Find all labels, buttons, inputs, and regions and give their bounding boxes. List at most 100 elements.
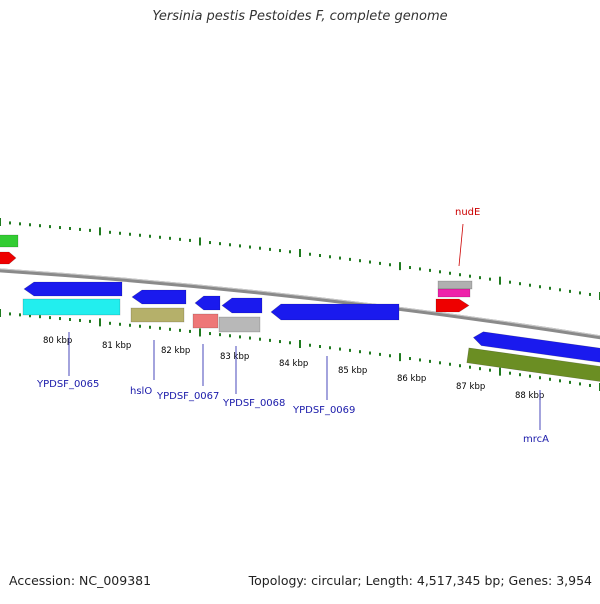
gene-label: hslO [130, 386, 152, 397]
feature-ypdsf0065-cds [23, 281, 123, 297]
outer-tick [259, 246, 261, 250]
inner-tick [579, 382, 581, 386]
inner-tick [0, 309, 1, 317]
gene-label: YPDSF_0067 [156, 391, 219, 402]
outer-tick [479, 276, 481, 280]
outer-tick [349, 257, 351, 261]
outer-tick [509, 280, 511, 284]
accession-text: Accession: NC_009381 [9, 573, 152, 588]
outer-tick [559, 288, 561, 292]
inner-tick [479, 367, 481, 371]
inner-tick [209, 332, 211, 336]
feature-ypdsf0067-cds [194, 295, 221, 311]
inner-tick [189, 329, 191, 333]
tick-label: 81 kbp [102, 341, 131, 351]
feature-nudE-gray [437, 280, 473, 290]
feature-hslO-cds [131, 289, 187, 305]
feature-mrcA-gene [466, 347, 600, 384]
inner-tick [589, 383, 591, 387]
inner-tick [449, 362, 451, 366]
outer-tick [19, 222, 21, 226]
outer-tick [379, 261, 381, 265]
inner-tick [9, 312, 11, 316]
inner-tick [339, 347, 341, 351]
gene-label-leader [458, 223, 464, 267]
outer-tick [229, 243, 231, 247]
inner-tick [309, 343, 311, 347]
tick-label: 83 kbp [220, 352, 249, 362]
tick-label: 82 kbp [161, 346, 190, 356]
feature-ypdsf0069-cds [270, 303, 400, 321]
inner-tick [509, 371, 511, 375]
outer-tick [309, 252, 311, 256]
inner-tick [269, 338, 271, 342]
inner-tick [129, 323, 131, 327]
outer-tick [159, 235, 161, 239]
map-title: Yersinia pestis Pestoides F, complete ge… [152, 9, 448, 24]
inner-tick [169, 327, 171, 331]
outer-tick [129, 232, 131, 236]
outer-tick [209, 241, 211, 245]
outer-tick [409, 266, 411, 270]
outer-tick [589, 292, 591, 296]
outer-tick [149, 234, 151, 238]
inner-tick [349, 348, 351, 352]
mrcA-group [466, 331, 600, 384]
tick-label: 87 kbp [456, 382, 485, 392]
inner-tick [49, 316, 51, 320]
gene-label: YPDSF_0069 [292, 405, 355, 416]
outer-tick [99, 227, 101, 236]
outer-tick [59, 226, 61, 230]
feature-hslO-gene [130, 307, 185, 323]
outer-tick [399, 262, 401, 271]
inner-tick [29, 314, 31, 318]
inner-tick [109, 321, 111, 325]
inner-tick [99, 318, 101, 327]
inner-tick [569, 380, 571, 384]
outer-tick [539, 285, 541, 289]
outer-tick [449, 271, 451, 275]
inner-tick [179, 328, 181, 332]
outer-tick [389, 263, 391, 267]
outer-tick [89, 228, 91, 232]
feature-left-green [0, 234, 19, 248]
outer-tick [469, 274, 471, 278]
outer-tick [169, 236, 171, 240]
feature-ypdsf0068-cds [221, 297, 263, 314]
tick-label: 85 kbp [338, 366, 367, 376]
inner-tick [489, 368, 491, 372]
inner-tick [319, 344, 321, 348]
inner-tick [329, 346, 331, 350]
inner-tick [549, 377, 551, 381]
outer-tick [579, 291, 581, 295]
inner-tick [519, 373, 521, 377]
feature-ypdsf0065-gene [22, 298, 121, 316]
genome-summary-text: Topology: circular; Length: 4,517,345 bp… [248, 573, 592, 588]
inner-tick [159, 326, 161, 330]
outer-tick [179, 237, 181, 241]
outer-tick [529, 283, 531, 287]
tick-label: 80 kbp [43, 336, 72, 346]
outer-tick [369, 260, 371, 264]
outer-tick [329, 255, 331, 259]
inner-tick [529, 374, 531, 378]
inner-tick [429, 359, 431, 363]
outer-tick [29, 223, 31, 227]
outer-tick [569, 289, 571, 293]
inner-tick [149, 325, 151, 329]
outer-tick [109, 230, 111, 234]
outer-tick [0, 218, 1, 226]
feature-mrcA-cds [472, 331, 600, 366]
inner-tick [379, 352, 381, 356]
outer-tick [549, 286, 551, 290]
inner-tick [469, 365, 471, 369]
inner-tick [459, 364, 461, 368]
outer-tick [359, 259, 361, 263]
inner-tick [119, 322, 121, 326]
inner-tick [259, 337, 261, 341]
outer-tick [9, 221, 11, 225]
outer-tick [269, 247, 271, 251]
outer-tick [189, 238, 191, 242]
